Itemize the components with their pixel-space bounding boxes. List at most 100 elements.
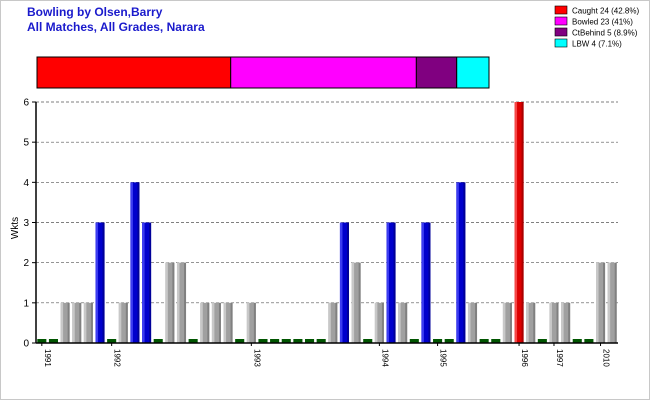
bar — [176, 262, 187, 343]
legend-swatch-lbw — [554, 38, 568, 48]
bar — [491, 339, 501, 343]
bar-shade — [556, 302, 559, 343]
bar — [363, 339, 373, 343]
bar — [211, 302, 221, 343]
bar-highlight — [421, 222, 424, 343]
bar-shade — [207, 302, 210, 343]
bar-highlight — [549, 302, 552, 343]
x-tick-label: 2010 — [602, 349, 611, 367]
legend-label-caught: Caught 24 (42.8%) — [572, 7, 639, 16]
bars — [37, 102, 617, 343]
bar — [467, 302, 478, 343]
bar-highlight — [165, 262, 168, 343]
bar — [607, 262, 617, 343]
bar-shade — [79, 302, 82, 343]
bar — [572, 339, 582, 343]
bar-shade — [149, 222, 152, 343]
bar — [456, 182, 466, 343]
legend-label-bowled: Bowled 23 (41%) — [572, 18, 633, 27]
bar — [72, 302, 82, 343]
bar-highlight — [328, 302, 331, 343]
y-axis-title: Wkts — [10, 217, 21, 239]
bar-shade — [533, 302, 536, 343]
bar-shade — [405, 302, 408, 343]
x-tick-label: 1997 — [555, 349, 564, 367]
bar — [142, 222, 152, 343]
legend-label-lbw: LBW 4 (7.1%) — [572, 40, 622, 49]
bar — [165, 262, 175, 343]
bar-highlight — [456, 182, 459, 343]
bar — [433, 339, 443, 343]
bar — [270, 339, 280, 343]
bar — [479, 339, 489, 343]
bar — [351, 262, 361, 343]
dismissal-summary-bar — [36, 56, 490, 89]
bar — [281, 339, 291, 343]
bar-highlight — [176, 262, 180, 343]
bar — [293, 339, 303, 343]
legend-swatch-ctbehind — [554, 27, 568, 37]
bar — [118, 302, 128, 343]
bar-shade — [172, 262, 175, 343]
bar-highlight — [200, 302, 203, 343]
bar — [316, 339, 326, 343]
summary-segment-bowled — [230, 56, 417, 89]
bar-shade — [184, 262, 187, 343]
bar — [37, 339, 47, 343]
bar-shade — [358, 262, 361, 343]
bar — [83, 302, 93, 343]
x-tick-label: 1995 — [439, 349, 448, 367]
bar-highlight — [526, 302, 529, 343]
x-tick-label: 1996 — [520, 349, 529, 367]
bar — [537, 339, 547, 343]
y-tick-label: 5 — [23, 138, 29, 149]
bar-highlight — [374, 302, 378, 343]
bar-highlight — [351, 262, 355, 343]
bar-highlight — [142, 222, 145, 343]
bar — [328, 302, 338, 343]
bar-shade — [603, 262, 606, 343]
bar-highlight — [339, 222, 343, 343]
bar-shade — [102, 222, 105, 343]
bar — [584, 339, 594, 343]
bar-highlight — [398, 302, 401, 343]
bar-shade — [614, 262, 617, 343]
y-tick-label: 3 — [23, 218, 29, 229]
bar-highlight — [118, 302, 122, 343]
bar-shade — [218, 302, 221, 343]
summary-segment-caught — [36, 56, 232, 89]
bar — [200, 302, 210, 343]
bar-shade — [568, 302, 571, 343]
x-tick-label: 1992 — [113, 349, 122, 367]
y-tick-label: 6 — [23, 98, 29, 109]
bar-highlight — [72, 302, 75, 343]
bar-shade — [125, 302, 128, 343]
bar-highlight — [514, 102, 518, 343]
bar — [305, 339, 315, 343]
chart-title: Bowling by Olsen,Barry — [27, 5, 163, 19]
bar-highlight — [561, 302, 564, 343]
y-tick-label: 4 — [23, 178, 29, 189]
bar-shade — [347, 222, 349, 343]
bar-shade — [137, 182, 140, 343]
bar — [386, 222, 396, 343]
y-tick-label: 0 — [23, 339, 29, 350]
bar-highlight — [246, 302, 250, 343]
bar-highlight — [386, 222, 390, 343]
bar — [246, 302, 256, 343]
bar-shade — [393, 222, 396, 343]
bar — [549, 302, 559, 343]
bar — [60, 302, 70, 343]
bar-shade — [335, 302, 338, 343]
bar-shade — [475, 302, 478, 343]
legend-swatch-bowled — [554, 16, 568, 26]
bar — [188, 339, 198, 343]
axes: 0 1 2 3 4 5 6 Wkts 1991 1992 1993 1994 1995 1996 1997 2… — [10, 98, 618, 367]
bar — [130, 182, 140, 343]
bar — [339, 222, 349, 343]
bar — [444, 339, 454, 343]
summary-segment-ctbehind — [415, 56, 458, 89]
bar — [398, 302, 408, 343]
legend-label-ctbehind: CtBehind 5 (8.9%) — [572, 29, 638, 38]
